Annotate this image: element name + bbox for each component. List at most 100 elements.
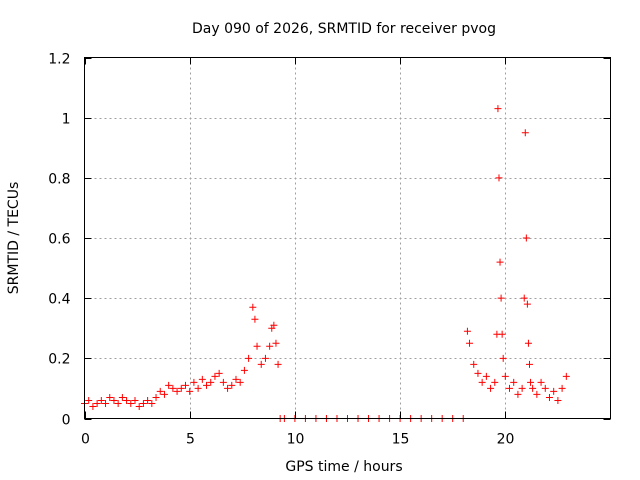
data-point: [474, 369, 482, 377]
data-point: [169, 384, 177, 392]
data-point: [144, 396, 152, 404]
y-tick-label: 0.2: [48, 352, 70, 368]
data-point: [89, 402, 97, 410]
data-point: [518, 384, 526, 392]
data-point: [228, 381, 236, 389]
y-tick-label: 1: [62, 112, 71, 128]
data-point: [506, 384, 514, 392]
data-point: [257, 360, 265, 368]
data-point: [251, 315, 259, 323]
data-point: [272, 339, 280, 347]
chart-title: Day 090 of 2026, SRMTID for receiver pvo…: [192, 21, 496, 37]
data-point: [496, 258, 504, 266]
data-point: [522, 234, 530, 242]
data-point: [123, 396, 131, 404]
data-point: [274, 360, 282, 368]
data-point: [478, 378, 486, 386]
data-point: [533, 390, 541, 398]
data-point: [131, 396, 139, 404]
data-point: [270, 321, 278, 329]
data-point: [106, 393, 114, 401]
y-axis-label: SRMTID / TECUs: [6, 182, 22, 295]
data-point: [114, 399, 122, 407]
data-point: [245, 354, 253, 362]
data-point: [219, 378, 227, 386]
data-point: [211, 372, 219, 380]
data-point: [525, 360, 533, 368]
data-point: [198, 375, 206, 383]
data-point: [156, 387, 164, 395]
data-point: [236, 378, 244, 386]
data-point: [266, 342, 274, 350]
data-point: [110, 396, 118, 404]
data-point: [165, 381, 173, 389]
data-point: [501, 372, 509, 380]
data-point: [173, 387, 181, 395]
x-tick-label: 0: [81, 432, 90, 448]
data-point: [97, 396, 105, 404]
data-point: [186, 387, 194, 395]
data-points: [81, 105, 570, 422]
data-point: [470, 360, 478, 368]
data-point: [529, 384, 537, 392]
data-point: [127, 399, 135, 407]
data-point: [152, 393, 160, 401]
data-point: [554, 396, 562, 404]
data-point: [224, 384, 232, 392]
data-point: [215, 369, 223, 377]
data-point: [527, 378, 535, 386]
data-point: [498, 330, 506, 338]
data-point: [139, 399, 147, 407]
data-point: [135, 402, 143, 410]
x-tick-label: 20: [497, 432, 515, 448]
y-tick-label: 0.4: [48, 292, 70, 308]
data-point: [102, 399, 110, 407]
data-point: [520, 294, 528, 302]
data-point: [487, 384, 495, 392]
data-point: [93, 399, 101, 407]
data-point: [177, 384, 185, 392]
x-tick-labels: 0 5 10 15 20: [81, 432, 514, 448]
data-point: [541, 384, 549, 392]
data-point: [249, 303, 257, 311]
data-point: [207, 378, 215, 386]
y-tick-label: 0.8: [48, 172, 70, 188]
data-point: [499, 354, 507, 362]
data-point: [181, 381, 189, 389]
data-point: [524, 339, 532, 347]
x-tick-label: 10: [287, 432, 305, 448]
data-point: [85, 396, 93, 404]
data-point: [550, 387, 558, 395]
data-point: [494, 105, 502, 113]
data-point: [148, 399, 156, 407]
axis-ticks: [84, 57, 611, 420]
data-point: [261, 354, 269, 362]
x-tick-label: 5: [186, 432, 195, 448]
data-point: [190, 378, 198, 386]
x-axis-label: GPS time / hours: [285, 459, 402, 475]
data-point: [545, 393, 553, 401]
data-point: [482, 372, 490, 380]
data-point: [510, 378, 518, 386]
data-point: [521, 129, 529, 137]
y-tick-labels: 0 0.2 0.4 0.6 0.8 1 1.2: [48, 52, 70, 429]
data-point: [466, 339, 474, 347]
data-point: [523, 300, 531, 308]
data-point: [253, 342, 261, 350]
x-tick-label: 15: [392, 432, 410, 448]
data-point: [240, 366, 248, 374]
data-point: [562, 372, 570, 380]
y-tick-label: 1.2: [48, 52, 70, 68]
data-point: [194, 384, 202, 392]
data-point: [514, 390, 522, 398]
data-point: [118, 393, 126, 401]
data-point: [203, 381, 211, 389]
y-tick-label: 0.6: [48, 232, 70, 248]
data-point: [495, 174, 503, 182]
data-point: [558, 384, 566, 392]
y-tick-label: 0: [62, 413, 71, 429]
data-point: [497, 294, 505, 302]
data-point: [463, 327, 471, 335]
data-point: [491, 378, 499, 386]
